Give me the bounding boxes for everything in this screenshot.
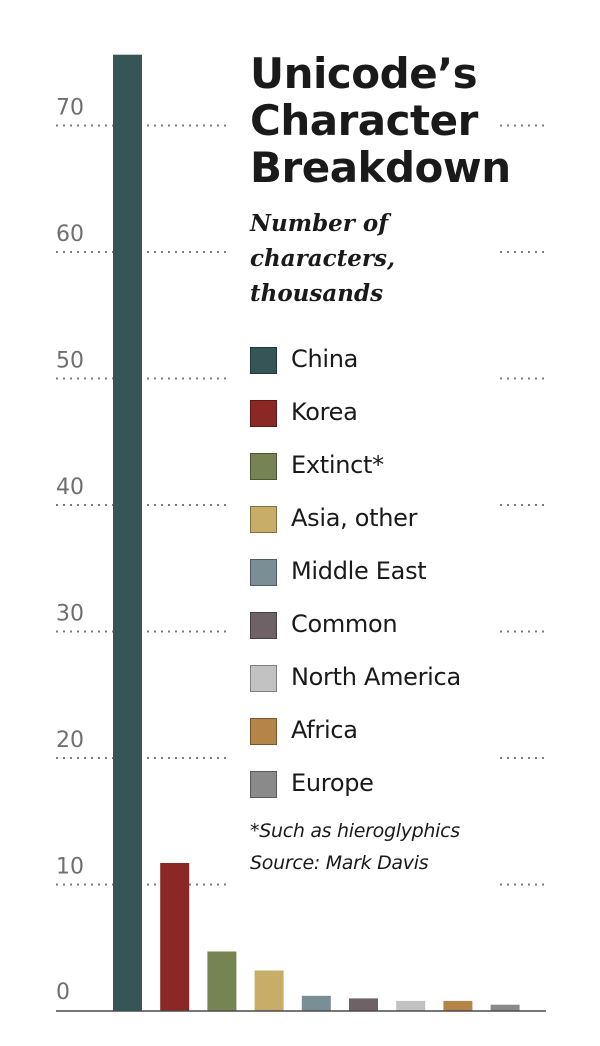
y-tick-label: 20 bbox=[56, 728, 84, 753]
legend-item-middle-east: Middle East bbox=[250, 553, 461, 606]
legend-label: Common bbox=[291, 610, 398, 638]
y-tick-label: 70 bbox=[56, 96, 84, 121]
y-tick-label: 10 bbox=[56, 855, 84, 880]
legend-swatch bbox=[250, 665, 277, 692]
bar-common bbox=[349, 998, 378, 1011]
y-tick-label: 60 bbox=[56, 222, 84, 247]
legend-item-common: Common bbox=[250, 606, 461, 659]
bar-north-america bbox=[396, 1000, 426, 1011]
bar-middle-east bbox=[301, 995, 331, 1011]
legend-label: Middle East bbox=[291, 557, 427, 585]
legend-swatch bbox=[250, 612, 277, 639]
legend-label: North America bbox=[291, 663, 461, 691]
source-note: Source: Mark Davis bbox=[250, 852, 429, 874]
chart-subtitle: Number of characters, thousands bbox=[250, 210, 395, 307]
legend-item-korea: Korea bbox=[250, 394, 461, 447]
legend-label: Africa bbox=[291, 716, 358, 744]
legend-label: Korea bbox=[291, 398, 358, 426]
legend-swatch bbox=[250, 559, 277, 586]
y-axis-ticks: 0 10 20 30 40 50 60 70 bbox=[56, 96, 84, 1006]
legend-swatch bbox=[250, 506, 277, 533]
legend-item-china: China bbox=[250, 341, 461, 394]
bar-extinct bbox=[207, 951, 237, 1011]
legend-swatch bbox=[250, 771, 277, 798]
bars bbox=[113, 54, 520, 1011]
legend-label: China bbox=[291, 345, 359, 373]
legend-label: Europe bbox=[291, 769, 374, 797]
legend-item-extinct: Extinct* bbox=[250, 447, 461, 500]
legend-label: Asia, other bbox=[291, 504, 418, 532]
y-tick-label: 40 bbox=[56, 475, 84, 500]
legend-item-europe: Europe bbox=[250, 765, 461, 818]
bar-korea bbox=[160, 863, 190, 1011]
bar-asia-other bbox=[254, 970, 284, 1011]
legend-swatch bbox=[250, 453, 277, 480]
bar-africa bbox=[443, 1000, 473, 1011]
legend-label: Extinct* bbox=[291, 451, 384, 479]
legend-swatch bbox=[250, 347, 277, 374]
bar-china bbox=[113, 54, 142, 1011]
legend-item-africa: Africa bbox=[250, 712, 461, 765]
legend-swatch bbox=[250, 718, 277, 745]
y-tick-label: 50 bbox=[56, 349, 84, 374]
footnote: *Such as hieroglyphics bbox=[250, 820, 460, 842]
legend: China Korea Extinct* Asia, other Middle … bbox=[250, 341, 461, 818]
legend-item-north-america: North America bbox=[250, 659, 461, 712]
bar-europe bbox=[490, 1004, 520, 1011]
legend-swatch bbox=[250, 400, 277, 427]
legend-item-asia-other: Asia, other bbox=[250, 500, 461, 553]
chart-title: Unicode’s Character Breakdown bbox=[250, 49, 511, 192]
y-tick-label: 30 bbox=[56, 602, 84, 627]
y-tick-label: 0 bbox=[56, 980, 70, 1005]
